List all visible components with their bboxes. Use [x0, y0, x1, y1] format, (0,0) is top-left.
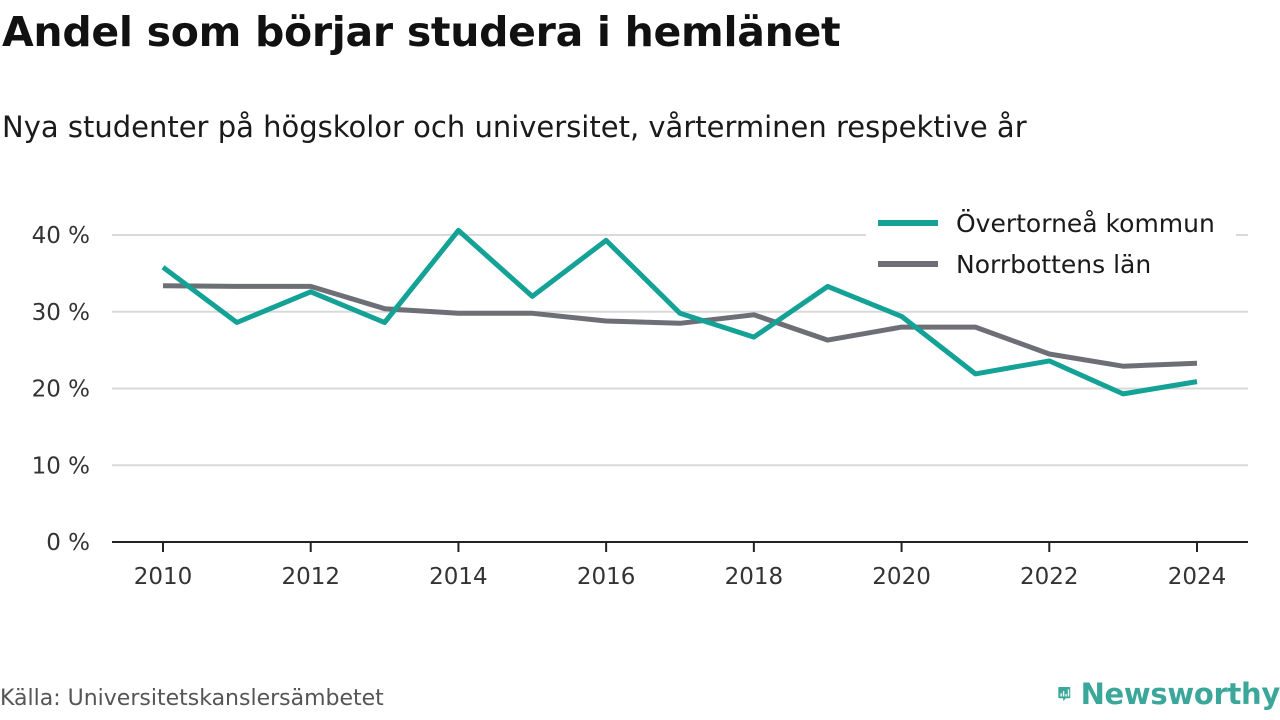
- x-tick-label: 2012: [281, 564, 340, 590]
- x-axis-ticks: 2010 2012 2014 2016 2018 2020 2022 2024: [134, 542, 1227, 590]
- x-tick-label: 2020: [872, 564, 931, 590]
- legend-label: Övertorneå kommun: [956, 209, 1215, 238]
- series-line-0: [161, 227, 1198, 397]
- y-tick-label: 0 %: [46, 530, 90, 556]
- y-axis-ticks: 0 % 10 % 20 % 30 % 40 %: [32, 223, 90, 556]
- y-tick-label: 40 %: [32, 223, 90, 249]
- newsworthy-logo-icon: [1058, 687, 1071, 701]
- legend-background: [866, 200, 1236, 290]
- brand-logo: Newsworthy: [1058, 672, 1280, 716]
- chart-title: Andel som börjar studera i hemlänet: [2, 8, 841, 56]
- legend-label: Norrbottens län: [956, 250, 1151, 279]
- legend: Övertorneå kommun Norrbottens län: [866, 200, 1236, 290]
- x-tick-label: 2010: [134, 564, 193, 590]
- x-tick-label: 2014: [429, 564, 488, 590]
- chart-subtitle: Nya studenter på högskolor och universit…: [2, 110, 1027, 144]
- y-tick-label: 30 %: [32, 300, 90, 326]
- series-lines: [161, 227, 1198, 397]
- source-note: Källa: Universitetskanslersämbetet: [0, 686, 384, 711]
- x-tick-label: 2016: [577, 564, 636, 590]
- y-tick-label: 10 %: [32, 453, 90, 479]
- x-tick-label: 2024: [1168, 564, 1227, 590]
- brand-name: Newsworthy: [1080, 677, 1280, 711]
- line-chart: 0 % 10 % 20 % 30 % 40 % 2010 2012 2014 2016 2018…: [31, 200, 1248, 590]
- x-tick-label: 2022: [1020, 564, 1079, 590]
- y-tick-label: 20 %: [32, 377, 90, 403]
- series-line-1: [162, 283, 1198, 369]
- x-tick-label: 2018: [725, 564, 784, 590]
